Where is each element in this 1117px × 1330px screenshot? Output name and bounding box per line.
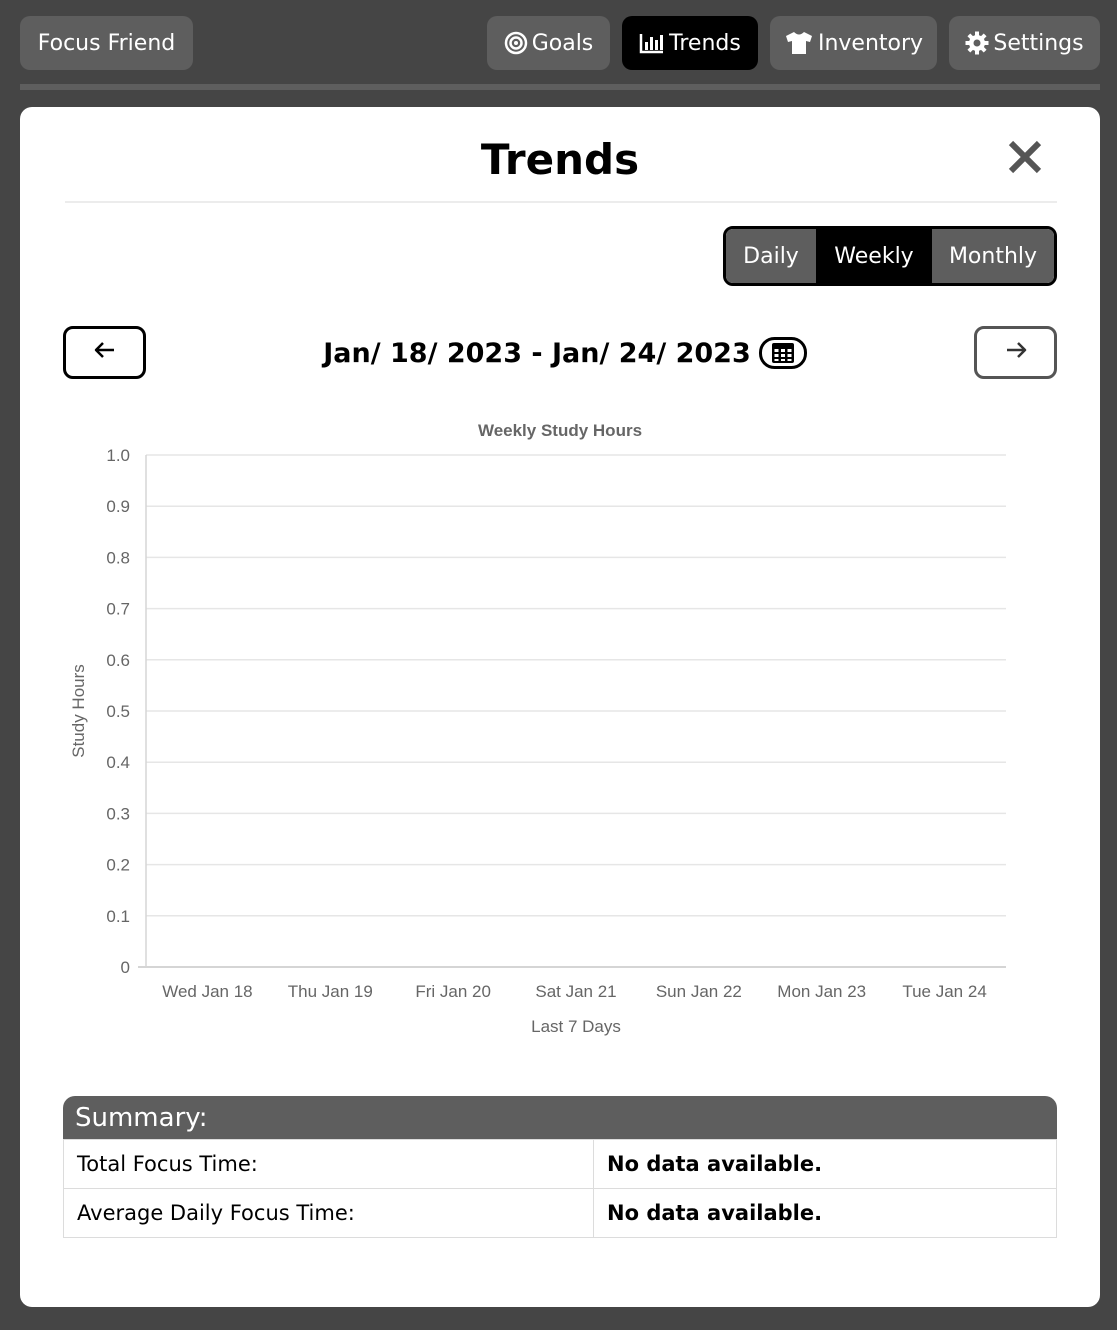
top-nav: Focus Friend Goals Trends Inventory Sett… [0, 0, 1117, 92]
tab-weekly[interactable]: Weekly [816, 229, 932, 283]
x-tick-label: Mon Jan 23 [777, 982, 866, 1001]
brand-button[interactable]: Focus Friend [20, 16, 193, 70]
settings-label: Settings [993, 30, 1084, 56]
y-tick-label: 0.1 [106, 907, 130, 926]
nav-divider [20, 84, 1100, 90]
close-icon[interactable] [1005, 137, 1045, 177]
tab-daily[interactable]: Daily [726, 229, 816, 283]
settings-button[interactable]: Settings [949, 16, 1100, 70]
total-focus-label: Total Focus Time: [63, 1139, 594, 1189]
y-tick-label: 0.2 [106, 856, 130, 875]
x-tick-label: Wed Jan 18 [162, 982, 252, 1001]
average-focus-value: No data available. [593, 1188, 1057, 1238]
chart-title: Weekly Study Hours [478, 421, 642, 440]
x-tick-label: Sun Jan 22 [656, 982, 742, 1001]
table-row: Total Focus Time: No data available. [63, 1139, 1057, 1189]
goals-button[interactable]: Goals [487, 16, 610, 70]
y-tick-label: 0.4 [106, 753, 130, 772]
x-tick-label: Tue Jan 24 [902, 982, 986, 1001]
summary-title: Summary: [63, 1096, 1057, 1139]
date-range-display: Jan/ 18/ 2023 - Jan/ 24/ 2023 [165, 333, 965, 373]
x-tick-label: Fri Jan 20 [415, 982, 491, 1001]
average-focus-label: Average Daily Focus Time: [63, 1188, 594, 1238]
tab-monthly[interactable]: Monthly [932, 229, 1054, 283]
y-tick-label: 1.0 [106, 446, 130, 465]
x-tick-label: Sat Jan 21 [535, 982, 616, 1001]
arrow-right-icon [1005, 341, 1027, 364]
summary-panel: Summary: Total Focus Time: No data avail… [63, 1096, 1057, 1238]
x-axis-label: Last 7 Days [531, 1017, 621, 1036]
shirt-icon [784, 31, 814, 55]
weekly-study-hours-chart: Weekly Study Hours 0 0.1 0.2 0.3 0.4 0.5 0.6 0.7… [69, 421, 1006, 1036]
y-axis-label: Study Hours [69, 664, 88, 758]
y-tick-label: 0.7 [106, 600, 130, 619]
y-tick-label: 0.6 [106, 651, 130, 670]
calendar-icon[interactable] [758, 337, 807, 369]
trends-label: Trends [669, 30, 741, 56]
y-tick-label: 0 [121, 958, 130, 977]
y-tick-label: 0.9 [106, 497, 130, 516]
target-icon [504, 31, 528, 55]
goals-label: Goals [531, 30, 594, 56]
prev-week-button[interactable] [63, 326, 146, 379]
y-tick-label: 0.5 [106, 702, 130, 721]
modal-title: Trends [480, 135, 640, 184]
trends-button[interactable]: Trends [622, 16, 758, 70]
trends-modal: Trends Daily Weekly Monthly Jan/ 18/ 202… [20, 107, 1100, 1307]
arrow-left-icon [94, 341, 116, 364]
table-row: Average Daily Focus Time: No data availa… [63, 1188, 1057, 1238]
summary-table: Total Focus Time: No data available. Ave… [63, 1139, 1057, 1238]
date-range-label: Jan/ 18/ 2023 - Jan/ 24/ 2023 [323, 337, 751, 369]
y-tick-label: 0.8 [106, 548, 130, 567]
next-week-button[interactable] [974, 326, 1057, 379]
title-divider [65, 201, 1057, 203]
total-focus-value: No data available. [593, 1139, 1057, 1189]
inventory-label: Inventory [817, 30, 924, 56]
x-tick-label: Thu Jan 19 [288, 982, 373, 1001]
period-toggle: Daily Weekly Monthly [723, 226, 1057, 286]
bar-chart-icon [639, 32, 665, 54]
brand-label: Focus Friend [37, 30, 176, 56]
y-tick-label: 0.3 [106, 804, 130, 823]
gear-icon [965, 31, 989, 55]
inventory-button[interactable]: Inventory [770, 16, 937, 70]
